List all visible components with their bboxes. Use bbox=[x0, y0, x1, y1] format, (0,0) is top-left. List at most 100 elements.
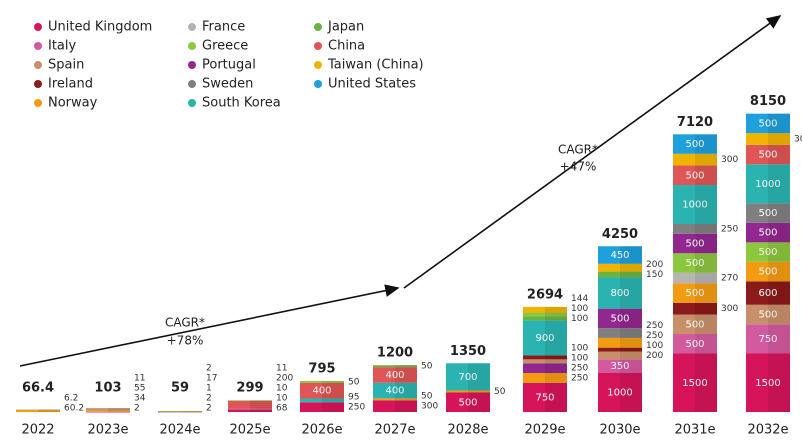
bar-segment bbox=[446, 390, 490, 393]
segment-label: 500 bbox=[685, 239, 704, 250]
legend-label: Norway bbox=[48, 96, 98, 111]
bar-shade bbox=[395, 365, 417, 412]
bar-segment bbox=[746, 222, 790, 243]
bar-segment bbox=[228, 408, 272, 410]
x-tick-label: 2027e bbox=[374, 423, 415, 438]
segment-label: 500 bbox=[758, 310, 777, 321]
bar-segment bbox=[673, 253, 717, 273]
segment-label: 100 bbox=[646, 341, 663, 351]
bar-segment bbox=[86, 410, 130, 412]
segment-label: 60.2 bbox=[64, 404, 84, 414]
x-tick-label: 2024e bbox=[159, 423, 200, 438]
bar-segment bbox=[746, 281, 790, 305]
bar-segment bbox=[373, 400, 417, 412]
segment-label: 500 bbox=[758, 247, 777, 258]
bar-segment bbox=[373, 365, 417, 368]
bar-segment bbox=[523, 306, 567, 313]
segment-label: 50 bbox=[494, 387, 506, 397]
total-label: 66.4 bbox=[22, 381, 54, 396]
legend-swatch bbox=[188, 42, 196, 50]
bar-shade bbox=[250, 400, 272, 412]
legend-swatch bbox=[34, 61, 42, 69]
x-tick-label: 2028e bbox=[447, 423, 488, 438]
x-tick-label: 2031e bbox=[674, 423, 715, 438]
bar-segment bbox=[598, 337, 642, 348]
bar-segment bbox=[673, 185, 717, 225]
bar-segment bbox=[523, 320, 567, 356]
segment-label: 600 bbox=[758, 288, 777, 299]
legend-label: Japan bbox=[327, 20, 364, 35]
segment-label: 17 bbox=[206, 374, 217, 384]
bar-segment bbox=[300, 402, 344, 412]
bar-segment bbox=[746, 113, 790, 134]
segment-label: 50 bbox=[421, 362, 433, 372]
legend-swatch bbox=[34, 23, 42, 31]
segment-label: 500 bbox=[610, 313, 629, 324]
segment-label: 500 bbox=[758, 267, 777, 278]
bar-segment bbox=[598, 359, 642, 373]
segment-label: 300 bbox=[794, 135, 802, 145]
legend-swatch bbox=[188, 99, 196, 107]
bar-shade bbox=[695, 134, 717, 412]
legend-label: China bbox=[328, 39, 365, 54]
segment-label: 1500 bbox=[682, 378, 707, 389]
legend-swatch bbox=[314, 61, 322, 69]
segment-label: 300 bbox=[721, 155, 738, 165]
bar-segment bbox=[746, 133, 790, 145]
segment-label: 400 bbox=[312, 386, 331, 397]
legend-swatch bbox=[314, 23, 322, 31]
segment-label: 150 bbox=[646, 270, 663, 280]
legend-swatch bbox=[188, 80, 196, 88]
segment-label: 10 bbox=[276, 384, 288, 394]
segment-label: 55 bbox=[134, 384, 145, 394]
segment-label: 2 bbox=[134, 404, 140, 414]
segment-label: 500 bbox=[685, 258, 704, 269]
legend-swatch bbox=[34, 99, 42, 107]
annotation: +78% bbox=[167, 334, 204, 348]
bar-segment bbox=[373, 398, 417, 401]
bar-shade bbox=[38, 409, 60, 412]
bar-shade bbox=[545, 306, 567, 412]
bar-segment bbox=[86, 408, 130, 409]
bar-shade bbox=[180, 411, 202, 412]
total-label: 8150 bbox=[750, 94, 786, 109]
segment-label: 700 bbox=[458, 372, 477, 383]
bar-segment bbox=[523, 355, 567, 360]
bar-segment bbox=[373, 382, 417, 399]
bar-segment bbox=[598, 271, 642, 278]
legend-label: Portugal bbox=[202, 58, 256, 73]
annotation: CAGR* bbox=[165, 316, 205, 330]
bar-segment bbox=[673, 314, 717, 334]
segment-label: 500 bbox=[685, 288, 704, 299]
segment-label: 100 bbox=[571, 304, 588, 314]
segment-label: 400 bbox=[385, 370, 404, 381]
segment-label: 270 bbox=[721, 274, 738, 284]
bar-segment bbox=[446, 392, 490, 412]
segment-label: 500 bbox=[458, 397, 477, 408]
segment-label: 250 bbox=[646, 321, 663, 331]
segment-label: 11 bbox=[276, 364, 287, 374]
segment-label: 1 bbox=[206, 384, 212, 394]
bar-segment bbox=[673, 272, 717, 284]
bar-segment bbox=[673, 233, 717, 254]
segment-label: 500 bbox=[758, 208, 777, 219]
segment-label: 450 bbox=[610, 250, 629, 261]
segment-label: 2 bbox=[206, 394, 212, 404]
segment-label: 250 bbox=[348, 403, 365, 413]
segment-label: 750 bbox=[758, 334, 777, 345]
bar-segment bbox=[523, 312, 567, 317]
segment-label: 100 bbox=[571, 353, 588, 363]
x-tick-label: 2030e bbox=[599, 423, 640, 438]
bar-segment bbox=[746, 242, 790, 262]
bar-shade bbox=[620, 246, 642, 412]
segment-label: 6.2 bbox=[64, 394, 78, 404]
segment-label: 500 bbox=[685, 319, 704, 330]
bar-segment bbox=[158, 411, 202, 412]
bar-segment bbox=[598, 246, 642, 264]
legend-label: France bbox=[202, 20, 245, 35]
segment-label: 200 bbox=[276, 374, 293, 384]
legend-label: United Kingdom bbox=[48, 20, 152, 35]
bar-segment bbox=[673, 153, 717, 166]
bar-segment bbox=[228, 409, 272, 412]
